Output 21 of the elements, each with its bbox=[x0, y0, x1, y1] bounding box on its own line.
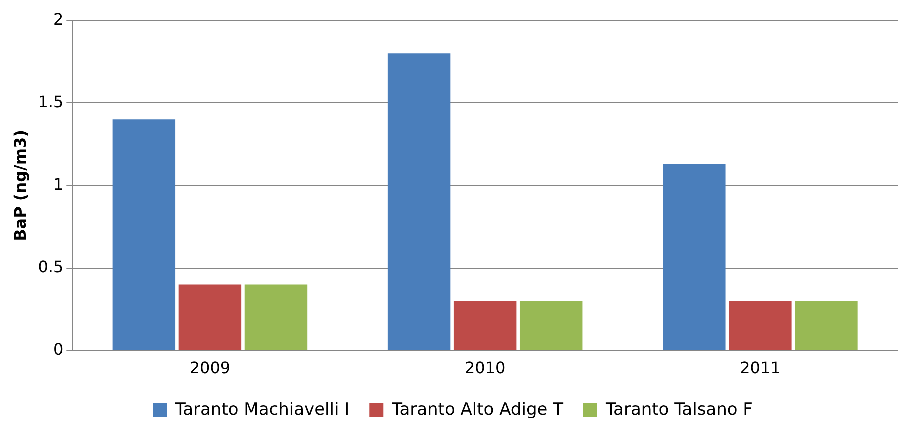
y-tick-label: 0.5 bbox=[38, 257, 64, 276]
x-tick-label: 2010 bbox=[464, 358, 506, 378]
x-tick-label: 2009 bbox=[190, 358, 231, 378]
y-tick-label: 1 bbox=[53, 174, 64, 194]
bar bbox=[520, 301, 583, 350]
y-axis-title: BaP (ng/m3) bbox=[10, 130, 30, 242]
y-tick-label: 1.5 bbox=[38, 92, 64, 112]
bar bbox=[388, 54, 451, 350]
legend-label: Taranto Talsano F bbox=[604, 400, 753, 420]
bar bbox=[663, 164, 726, 350]
bar bbox=[112, 120, 176, 350]
bar bbox=[454, 301, 517, 350]
bar bbox=[178, 284, 242, 350]
bar bbox=[729, 301, 792, 350]
bar bbox=[795, 301, 858, 350]
legend-label: Taranto Alto Adige T bbox=[391, 400, 564, 420]
legend-label: Taranto Machiavelli I bbox=[174, 400, 350, 420]
y-tick-label: 0 bbox=[53, 340, 64, 359]
bar bbox=[244, 284, 308, 350]
x-tick-label: 2011 bbox=[740, 358, 781, 378]
y-tick-label: 2 bbox=[53, 10, 64, 29]
